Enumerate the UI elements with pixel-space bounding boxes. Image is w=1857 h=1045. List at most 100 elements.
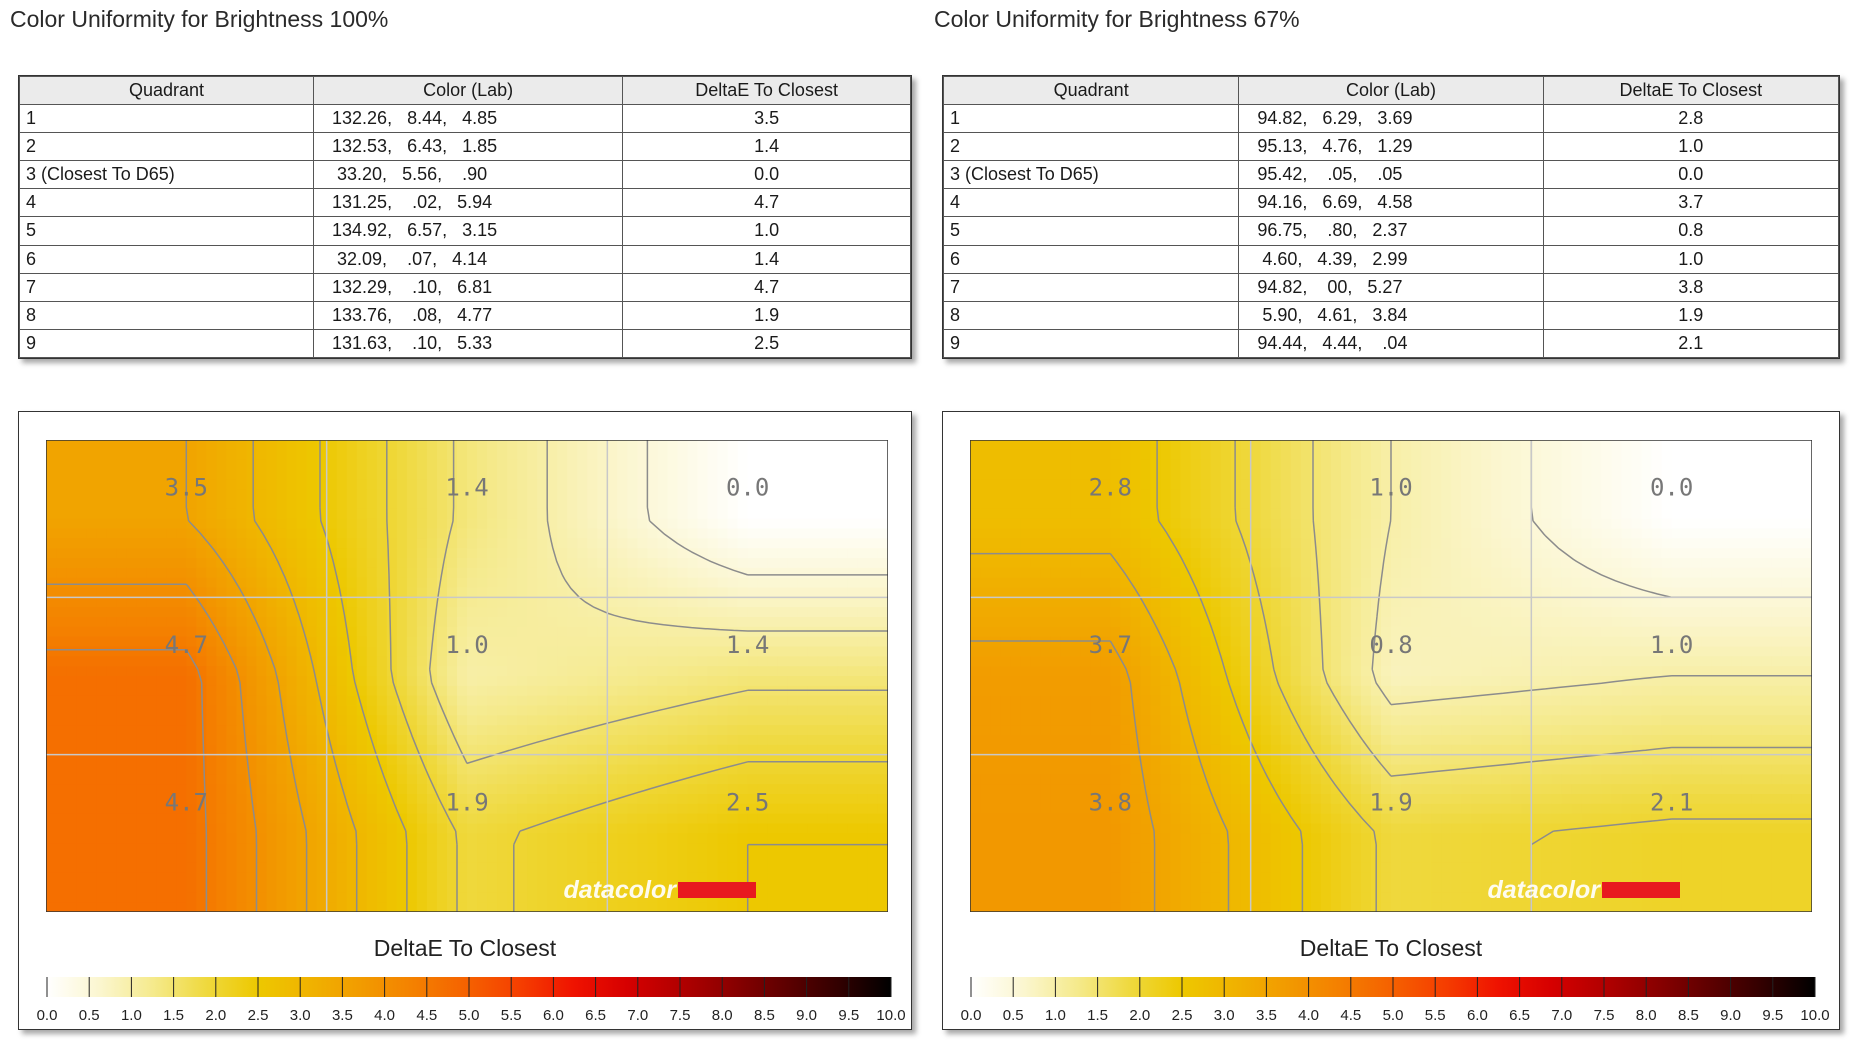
heatmap-sample <box>1531 469 1542 480</box>
heatmap-sample <box>717 607 729 618</box>
heatmap-sample <box>346 607 358 618</box>
heatmap-sample <box>677 440 689 451</box>
heatmap-sample <box>1781 459 1793 471</box>
heatmap-sample <box>296 489 308 500</box>
heatmap-sample <box>46 518 57 530</box>
heatmap-sample <box>306 538 318 549</box>
heatmap-sample <box>66 489 77 500</box>
contour-line <box>319 440 888 912</box>
heatmap-sample <box>326 656 338 667</box>
heatmap-sample <box>847 626 859 638</box>
heatmap-sample <box>697 813 709 825</box>
heatmap-sample <box>156 489 167 500</box>
heatmap-sample <box>96 725 107 736</box>
heatmap-sample <box>376 784 388 795</box>
heatmap-sample <box>777 459 789 471</box>
heatmap-sample <box>877 548 888 559</box>
heatmap-sample <box>547 695 558 707</box>
heatmap-sample <box>877 587 888 598</box>
heatmap-sample <box>807 626 819 638</box>
heatmap-sample <box>1481 508 1492 520</box>
heatmap-sample <box>456 607 468 618</box>
heatmap-sample <box>1651 499 1663 510</box>
heatmap-sample <box>827 892 839 903</box>
heatmap-sample <box>396 784 408 795</box>
heatmap-sample <box>577 479 588 490</box>
heatmap-sample <box>226 479 238 490</box>
heatmap-sample <box>286 459 298 471</box>
heatmap-sample <box>807 449 819 461</box>
heatmap-sample <box>517 715 528 726</box>
heatmap-sample <box>166 548 177 559</box>
heatmap-sample <box>336 646 348 657</box>
heatmap-sample <box>577 823 588 834</box>
heatmap-sample <box>1290 528 1302 539</box>
table-row: 2 95.13, 4.76, 1.29 1.0 <box>942 132 1840 162</box>
heatmap-sample <box>66 440 77 451</box>
heatmap-sample <box>1611 469 1623 480</box>
heatmap-sample <box>657 754 669 766</box>
heatmap-sample <box>446 892 458 903</box>
heatmap-sample <box>56 469 67 480</box>
heatmap-sample <box>677 508 689 520</box>
heatmap-sample <box>797 518 809 530</box>
heatmap-sample <box>817 567 829 579</box>
heatmap-sample <box>236 489 248 500</box>
heatmap-sample <box>1711 459 1723 471</box>
heatmap-sample <box>186 892 197 903</box>
heatmap-sample <box>497 823 508 834</box>
heatmap-sample <box>1280 518 1292 530</box>
heatmap-sample <box>286 587 298 598</box>
heatmap-sample <box>637 892 649 903</box>
heatmap-sample <box>657 862 669 874</box>
heatmap-sample <box>757 695 769 707</box>
heatmap-sample <box>847 607 859 618</box>
heatmap-sample <box>657 902 669 912</box>
heatmap-sample <box>837 843 849 854</box>
heatmap-sample <box>477 695 488 707</box>
heatmap-sample <box>777 813 789 825</box>
heatmap-sample <box>376 872 388 884</box>
heatmap-sample <box>406 735 418 746</box>
heatmap-sample <box>276 518 288 530</box>
heatmap-sample <box>837 676 849 687</box>
heatmap-sample <box>787 794 799 805</box>
heatmap-sample <box>547 754 558 766</box>
heatmap-sample <box>366 440 378 451</box>
heatmap-sample <box>777 725 789 736</box>
heatmap-sample <box>1240 508 1252 520</box>
heatmap-sample <box>206 774 217 785</box>
contour-lines <box>46 440 888 912</box>
heatmap-sample <box>226 617 238 628</box>
heatmap-sample <box>356 469 368 480</box>
heatmap-sample <box>1401 508 1412 520</box>
heatmap-sample <box>336 449 348 461</box>
heatmap-sample <box>597 597 608 608</box>
heatmap-sample <box>1300 440 1312 451</box>
heatmap-sample <box>567 823 578 834</box>
heatmap-sample <box>817 636 829 648</box>
quadrant-cell: 8 <box>942 300 1240 330</box>
heatmap-sample <box>66 499 77 510</box>
heatmap-sample <box>497 567 508 579</box>
heatmap-sample <box>747 725 759 736</box>
heatmap-sample <box>96 518 107 530</box>
heatmap-sample <box>56 833 67 844</box>
heatmap-sample <box>96 695 107 707</box>
heatmap-sample <box>176 558 187 569</box>
heatmap-sample <box>336 843 348 854</box>
heatmap-sample <box>597 853 608 864</box>
heatmap-sample <box>1551 518 1562 530</box>
heatmap-sample <box>316 626 328 638</box>
heatmap-sample <box>737 469 749 480</box>
heatmap-sample <box>487 518 498 530</box>
heatmap-sample <box>727 528 739 539</box>
heatmap-sample <box>276 823 288 834</box>
heatmap-sample <box>567 803 578 815</box>
heatmap-sample <box>697 508 709 520</box>
heatmap-sample <box>1120 499 1131 510</box>
heatmap-sample <box>787 449 799 461</box>
heatmap-sample <box>366 489 378 500</box>
heatmap-sample <box>787 862 799 874</box>
heatmap-sample <box>436 882 448 893</box>
